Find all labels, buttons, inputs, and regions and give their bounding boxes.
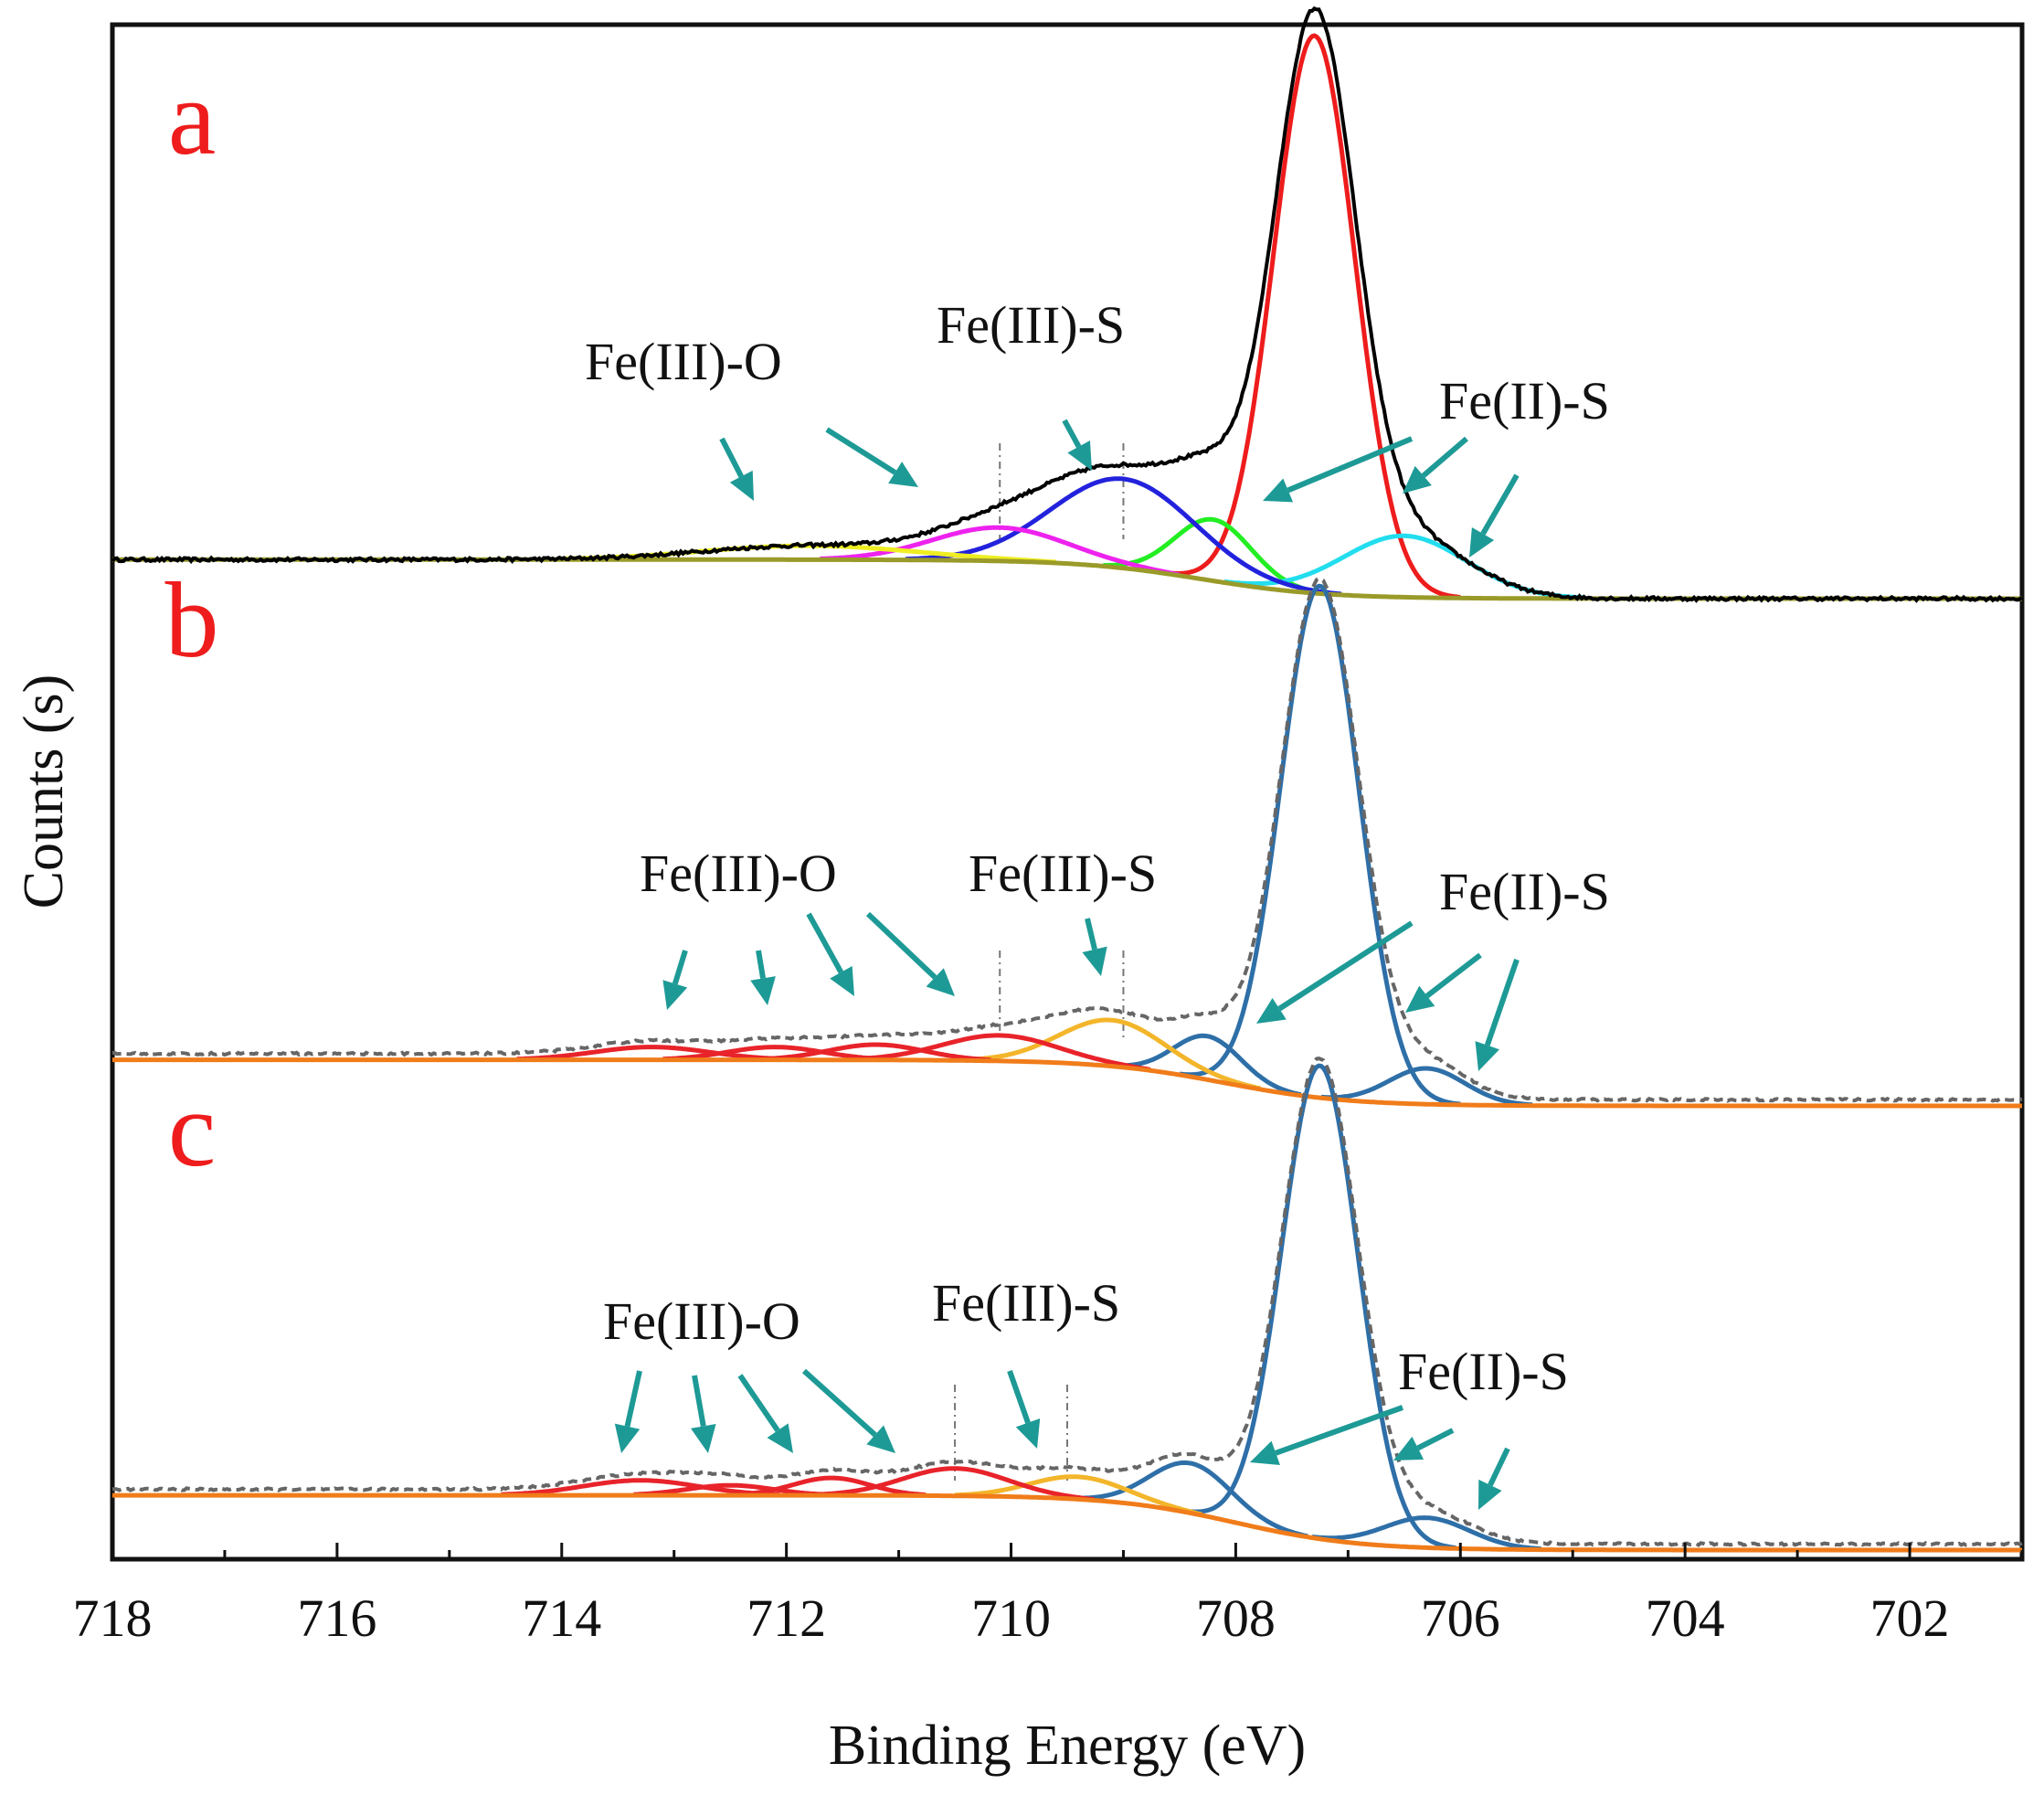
peak-a-4 (820, 525, 1181, 578)
x-tick-label: 716 (297, 1588, 376, 1648)
arrow-b-2 (806, 912, 854, 996)
annotation-layer: a Fe(III)-O Fe(III)-S Fe(II)-S b Fe(III)-O Fe(… (165, 58, 1610, 1510)
label-a-fe3o: Fe(III)-O (585, 332, 782, 391)
arrow-b-0 (662, 950, 688, 1010)
x-tick-label: 714 (522, 1588, 601, 1648)
label-b-fe3s: Fe(III)-S (969, 844, 1157, 903)
arrow-a-2 (1062, 419, 1092, 471)
background-c (112, 1492, 2022, 1553)
label-c-fe3o: Fe(III)-O (603, 1291, 800, 1351)
label-c-fe2s: Fe(II)-S (1398, 1342, 1569, 1401)
panel-letter-c: c (168, 1069, 216, 1189)
label-a-fe2s: Fe(II)-S (1439, 371, 1610, 430)
arrow-c-6 (1393, 1428, 1455, 1460)
arrow-c-4 (1007, 1370, 1041, 1449)
peak-b-0 (1179, 583, 1461, 1107)
arrow-b-1 (750, 950, 776, 1005)
x-axis: 718 716 714 712 710 708 706 704 702 (73, 1543, 2024, 1648)
peak-c-3 (954, 1474, 1203, 1517)
arrow-b-7 (1475, 959, 1520, 1071)
arrow-b-4 (1082, 918, 1107, 976)
peak-c-2 (1311, 1515, 1541, 1552)
peak-c-7 (501, 1478, 780, 1497)
x-tick-label: 710 (971, 1588, 1051, 1648)
peak-b-1 (1114, 1033, 1302, 1098)
panel-letter-b: b (165, 560, 219, 680)
peak-c-0 (1183, 1063, 1456, 1550)
y-axis-label: Counts (s) (13, 674, 75, 909)
x-tick-label: 718 (73, 1588, 153, 1648)
plot-frame (110, 22, 2025, 1562)
arrow-c-3 (801, 1368, 895, 1453)
x-tick-label: 704 (1646, 1588, 1725, 1648)
peak-b-2 (1320, 1066, 1533, 1108)
label-a-fe3s: Fe(III)-S (937, 295, 1125, 355)
arrow-b-3 (865, 911, 955, 996)
peak-b-7 (516, 1045, 787, 1062)
background-b (112, 1057, 2022, 1109)
peak-a-3 (905, 476, 1342, 597)
peak-c-6 (633, 1482, 827, 1497)
arrow-c-0 (614, 1370, 642, 1453)
peak-a-0 (1168, 33, 1461, 600)
label-b-fe2s: Fe(II)-S (1439, 862, 1610, 921)
arrow-a-3 (1263, 436, 1414, 503)
arrow-c-7 (1478, 1447, 1510, 1510)
arrow-a-0 (719, 437, 754, 501)
envelope-c (111, 1057, 2023, 1547)
peak-b-5 (761, 1042, 991, 1063)
label-b-fe3o: Fe(III)-O (640, 844, 837, 903)
arrow-c-5 (1250, 1405, 1404, 1466)
arrow-b-5 (1256, 920, 1414, 1024)
x-tick-label: 712 (747, 1588, 826, 1648)
peak-b-3 (963, 1017, 1261, 1091)
arrow-b-6 (1405, 952, 1482, 1013)
x-tick-label: 708 (1196, 1588, 1276, 1648)
plot-layer (111, 5, 2023, 1553)
label-c-fe3s: Fe(III)-S (932, 1273, 1120, 1333)
arrow-a-5 (1469, 473, 1520, 558)
peak-b-6 (662, 1045, 888, 1062)
background-a (112, 557, 2022, 601)
x-tick-label: 702 (1870, 1588, 1950, 1648)
arrow-c-1 (690, 1375, 716, 1453)
arrow-a-4 (1403, 436, 1468, 494)
peak-c-1 (1074, 1460, 1308, 1539)
x-tick-label: 706 (1421, 1588, 1500, 1648)
x-axis-label: Binding Energy (eV) (829, 1715, 1306, 1777)
panel-letter-a: a (168, 58, 216, 177)
envelope-b (111, 576, 2023, 1103)
peak-b-4 (849, 1033, 1151, 1072)
arrow-a-1 (825, 427, 918, 487)
envelope-a (111, 5, 2023, 603)
arrow-c-2 (737, 1374, 793, 1453)
peak-c-4 (815, 1466, 1095, 1503)
